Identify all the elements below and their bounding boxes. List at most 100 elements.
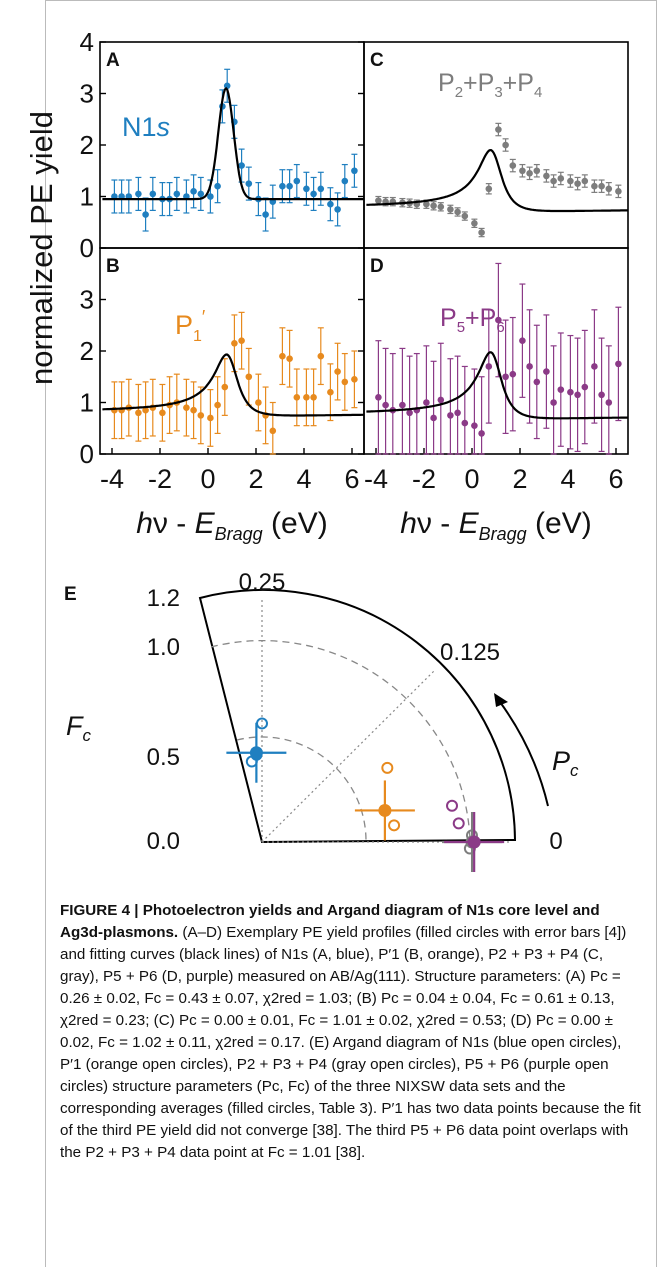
data-point-D bbox=[567, 388, 574, 396]
x-tick-label: 2 bbox=[512, 464, 527, 494]
data-point-B bbox=[269, 427, 277, 435]
fit-curve-D bbox=[366, 351, 628, 420]
data-point-C bbox=[502, 141, 509, 149]
data-point-D bbox=[437, 396, 445, 404]
data-point-C bbox=[485, 185, 493, 193]
data-point-C bbox=[447, 206, 454, 213]
data-point-C bbox=[557, 175, 565, 182]
argand-r-10: 1.0 bbox=[147, 634, 180, 661]
data-point-D bbox=[543, 368, 550, 375]
data-point-A bbox=[245, 180, 253, 187]
data-point-D bbox=[509, 370, 517, 378]
data-point-D bbox=[406, 409, 413, 417]
fit-curve-A bbox=[102, 86, 364, 201]
data-point-B bbox=[142, 406, 149, 414]
data-point-B bbox=[245, 373, 253, 381]
panel-label-C: C bbox=[370, 50, 384, 71]
caption-title: FIGURE 4 | Photoelectron yields and Arga… bbox=[60, 902, 600, 941]
data-point-D bbox=[557, 386, 565, 393]
data-point-C bbox=[581, 177, 589, 185]
x-tick-label: 4 bbox=[560, 464, 575, 494]
x-tick-label: -4 bbox=[364, 464, 388, 494]
fit-curve-B bbox=[102, 353, 364, 417]
data-point-D bbox=[471, 422, 478, 429]
argand-open-point bbox=[256, 717, 268, 730]
data-point-D bbox=[533, 378, 541, 386]
data-point-B bbox=[327, 388, 334, 396]
data-point-C bbox=[574, 180, 581, 187]
data-point-A bbox=[317, 185, 325, 193]
data-point-D bbox=[478, 430, 485, 437]
data-point-D bbox=[399, 401, 406, 409]
data-point-C bbox=[461, 212, 469, 220]
panel-label-B: B bbox=[106, 256, 120, 277]
data-point-B bbox=[303, 394, 310, 401]
data-point-D bbox=[591, 363, 598, 370]
argand-avg-point bbox=[467, 835, 481, 849]
data-point-B bbox=[293, 394, 301, 401]
data-point-A bbox=[190, 188, 197, 195]
x-tick-label: 0 bbox=[464, 464, 479, 494]
data-point-B bbox=[197, 412, 205, 419]
data-point-D bbox=[581, 383, 589, 391]
data-point-B bbox=[317, 352, 325, 360]
data-point-D bbox=[526, 363, 533, 370]
argand-avg-point bbox=[249, 746, 263, 760]
x-tick-label: -2 bbox=[148, 464, 172, 494]
argand-open-point bbox=[388, 819, 401, 832]
data-point-C bbox=[454, 208, 461, 216]
data-point-D bbox=[550, 399, 557, 406]
data-point-C bbox=[615, 188, 622, 195]
panel-A-frame bbox=[99, 41, 365, 249]
data-point-A bbox=[262, 211, 269, 218]
data-point-A bbox=[327, 200, 334, 208]
data-point-B bbox=[238, 337, 245, 345]
data-point-B bbox=[351, 376, 358, 383]
data-point-C bbox=[430, 202, 437, 210]
figure-border-right bbox=[656, 0, 657, 1267]
data-point-D bbox=[519, 337, 526, 345]
data-point-B bbox=[279, 352, 286, 360]
argand-mid-label: 0.125 bbox=[440, 639, 500, 666]
data-point-B bbox=[255, 399, 262, 406]
data-point-D bbox=[502, 373, 509, 381]
data-point-A bbox=[279, 182, 286, 190]
data-point-B bbox=[221, 383, 229, 391]
data-point-D bbox=[574, 391, 581, 399]
data-point-A bbox=[351, 167, 358, 175]
data-point-C bbox=[423, 200, 430, 208]
data-point-C bbox=[550, 177, 557, 185]
x-tick-label: -2 bbox=[412, 464, 436, 494]
panel-B-data bbox=[102, 311, 364, 455]
data-point-C bbox=[567, 177, 574, 185]
y-axis-label: normalized PE yield bbox=[24, 111, 59, 385]
pc-direction-arrow bbox=[499, 701, 549, 807]
fit-curve-C bbox=[366, 148, 628, 213]
panel-B-frame bbox=[99, 247, 365, 455]
data-point-A bbox=[149, 190, 157, 198]
figure-4: 0 1 2 3 4 0 1 2 3 -4 -2 0 2 4 6 -4 -2 0 2 4 6 normalized … bbox=[24, 27, 629, 872]
data-point-B bbox=[341, 378, 349, 386]
argand-outline bbox=[198, 589, 517, 844]
argand-diagram: 1.2 1.0 0.5 0.0 0.25 0.125 0 Fc Pc bbox=[66, 569, 579, 872]
svg-text:hν - EBragg (eV): hν - EBragg (eV) bbox=[400, 507, 591, 544]
data-point-A bbox=[303, 185, 310, 193]
data-point-D bbox=[461, 419, 469, 427]
figure-border-left bbox=[45, 0, 46, 1267]
data-point-B bbox=[135, 409, 142, 417]
data-point-D bbox=[605, 399, 613, 406]
argand-r-12: 1.2 bbox=[147, 585, 180, 612]
data-point-A bbox=[173, 190, 181, 198]
data-point-B bbox=[334, 368, 341, 375]
data-point-A bbox=[135, 190, 142, 198]
y-axis-top: 0 1 2 3 4 bbox=[80, 27, 364, 263]
data-point-C bbox=[437, 203, 445, 211]
data-point-A bbox=[238, 162, 245, 169]
data-point-A bbox=[142, 211, 149, 218]
data-point-B bbox=[214, 401, 221, 409]
panel-A-data bbox=[102, 68, 364, 232]
series-label-D: P5+P6 bbox=[440, 304, 505, 336]
series-label-A: N1s bbox=[122, 112, 170, 142]
argand-fc-label: Fc bbox=[66, 711, 92, 745]
data-point-C bbox=[519, 167, 526, 175]
